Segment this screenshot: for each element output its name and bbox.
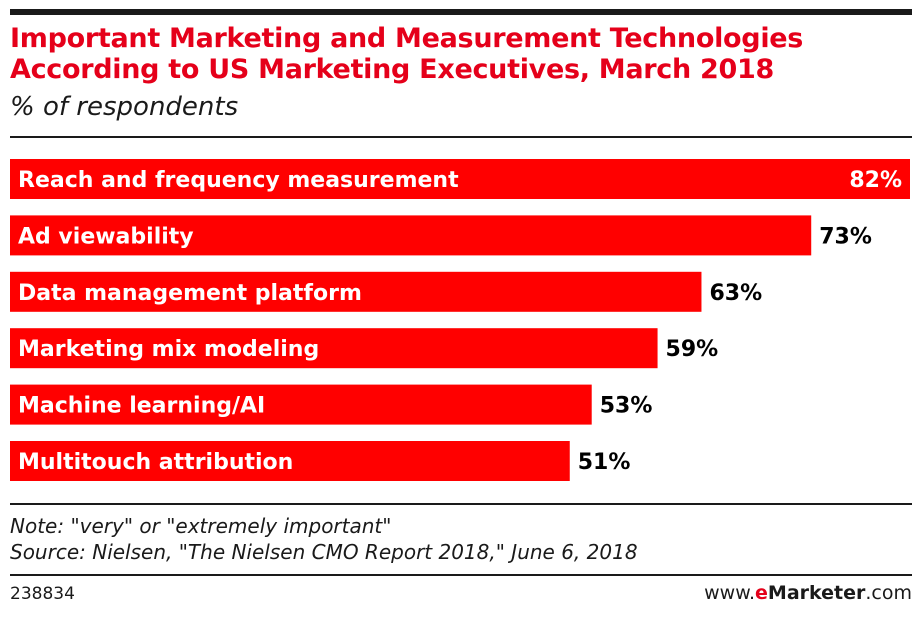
chart-title: Important Marketing and Measurement Tech… xyxy=(10,23,915,85)
header-rule xyxy=(10,136,912,138)
chart-notes: Note: "very" or "extremely important" So… xyxy=(10,513,638,565)
top-rule xyxy=(10,9,912,15)
value-label-5: 51% xyxy=(578,450,631,475)
footer-rule xyxy=(10,574,912,576)
bar-4 xyxy=(10,384,592,425)
bar-0 xyxy=(10,159,910,199)
bar-5 xyxy=(10,441,570,481)
source-text: Source: Nielsen, "The Nielsen CMO Report… xyxy=(10,540,638,564)
brand-url[interactable]: www.eMarketer.com xyxy=(704,582,912,604)
category-label-2: Data management platform xyxy=(18,281,362,306)
bar-chart: Reach and frequency measurement 82% Ad vie… xyxy=(10,159,910,481)
note-text: Note: "very" or "extremely important" xyxy=(10,514,392,538)
chart-id: 238834 xyxy=(10,584,75,604)
bar-3 xyxy=(10,328,658,369)
category-label-0: Reach and frequency measurement xyxy=(18,168,459,193)
value-label-3: 59% xyxy=(666,337,719,362)
value-label-4: 53% xyxy=(600,394,653,419)
category-label-3: Marketing mix modeling xyxy=(18,337,319,362)
category-label-5: Multitouch attribution xyxy=(18,450,293,475)
brand-e: e xyxy=(755,582,768,604)
title-line-2: According to US Marketing Executives, Ma… xyxy=(10,54,774,85)
brand-prefix: www. xyxy=(704,582,756,604)
chart-bottom-rule xyxy=(10,503,912,505)
bar-2 xyxy=(10,271,702,312)
category-label-4: Machine learning/AI xyxy=(18,394,265,419)
value-label-2: 63% xyxy=(709,281,762,306)
brand-suffix: .com xyxy=(865,582,912,604)
bar-1 xyxy=(10,215,812,256)
category-label-1: Ad viewability xyxy=(18,224,194,249)
chart-subtitle: % of respondents xyxy=(10,92,239,122)
title-line-1: Important Marketing and Measurement Tech… xyxy=(10,23,804,54)
value-label-1: 73% xyxy=(819,224,872,249)
value-label-0: 82% xyxy=(849,168,902,193)
brand-name: Marketer xyxy=(767,582,866,604)
